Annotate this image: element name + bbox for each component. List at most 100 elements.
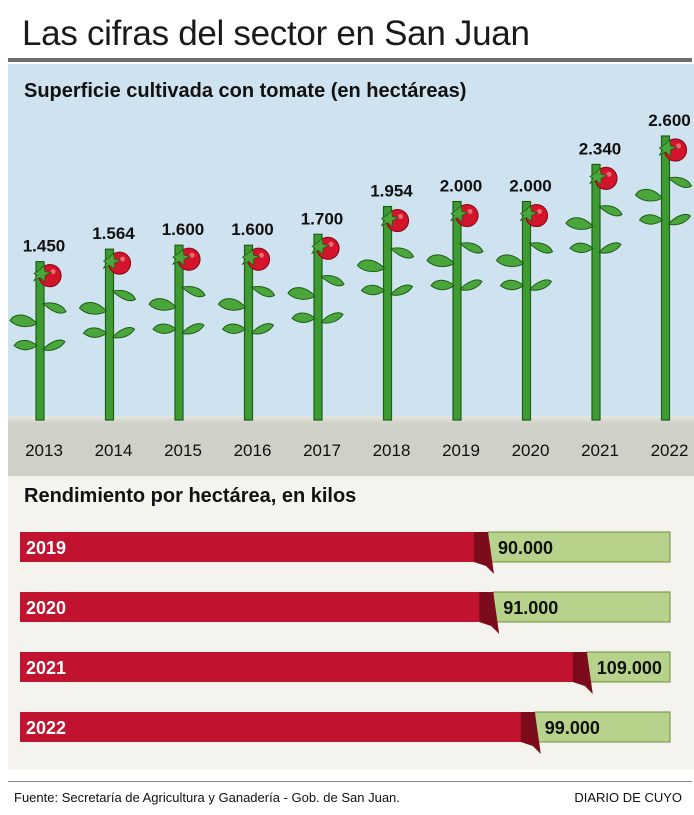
tomato-calyx — [102, 252, 122, 270]
plant-2015 — [148, 244, 206, 421]
plant-2016 — [217, 244, 276, 421]
tomato-calyx — [171, 248, 192, 267]
tomato-shine — [467, 209, 473, 215]
yield-year-2021: 2021 — [26, 658, 66, 678]
tomato-calyx — [519, 204, 539, 223]
plant-leaf — [430, 279, 455, 291]
cultivated-area-panel: 1.450 2013 1.564 2014 1.600 2015 1.600 2016 1.70… — [8, 64, 694, 476]
plant-leaf — [634, 188, 664, 202]
yield-year-2022: 2022 — [26, 718, 66, 738]
value-label-2017: 1.700 — [301, 209, 344, 228]
yield-bar-curl — [474, 532, 494, 574]
tomato-shine — [676, 143, 681, 149]
year-label-2014: 2014 — [95, 441, 133, 460]
plant-2013 — [9, 261, 67, 421]
plant-leaf — [13, 339, 38, 351]
year-label-2015: 2015 — [164, 441, 202, 460]
publisher-credit: DIARIO DE CUYO — [574, 790, 682, 805]
tomato-shine — [189, 252, 195, 258]
value-label-2015: 1.600 — [162, 220, 205, 239]
plant-leaf — [528, 279, 553, 291]
plant-leaf — [181, 323, 205, 335]
plant-stem — [35, 261, 45, 421]
plant-leaf — [250, 286, 276, 298]
plant-stem — [174, 244, 184, 421]
plant-leaf — [356, 259, 386, 273]
yield-bar-2021 — [20, 651, 671, 694]
tomato-shine — [537, 209, 542, 215]
year-label-2017: 2017 — [303, 441, 341, 460]
year-label-2022: 2022 — [651, 441, 689, 460]
plant-stem — [243, 244, 254, 421]
plant-leaf — [426, 254, 455, 268]
yield-value-2022: 99.000 — [545, 718, 600, 738]
yield-bar-2019 — [20, 531, 671, 574]
plant-leaf — [495, 254, 525, 268]
plant-stem — [382, 205, 393, 421]
value-label-2014: 1.564 — [92, 224, 135, 243]
yield-value-2020: 91.000 — [503, 598, 558, 618]
cultivated-area-title: Superficie cultivada con tomate (en hect… — [24, 80, 467, 102]
plant-leaf — [667, 176, 693, 189]
plant-stem — [452, 200, 462, 421]
value-label-2016: 1.600 — [231, 220, 274, 239]
tomato-calyx — [32, 264, 53, 283]
ground-highlight — [8, 416, 694, 424]
tomato-calyx — [241, 248, 261, 267]
plant-leaf — [287, 287, 316, 300]
tomato-shine — [120, 256, 125, 262]
plant-leaf — [78, 302, 108, 315]
plant-2017 — [287, 233, 345, 421]
plant-stem — [591, 163, 601, 421]
value-label-2020: 2.000 — [509, 177, 552, 196]
plant-2019 — [426, 200, 484, 421]
plant-leaf — [41, 302, 67, 314]
plant-leaf — [528, 242, 554, 254]
plant-stem — [521, 200, 532, 421]
plant-leaf — [82, 327, 108, 338]
yield-bar-remainder — [487, 531, 671, 563]
plant-2014 — [78, 248, 137, 421]
tomato-calyx — [380, 209, 400, 228]
plant-leaf — [360, 284, 386, 296]
plant-leaf — [111, 289, 137, 302]
plant-leaf — [598, 242, 622, 254]
plant-stem — [313, 233, 323, 421]
yield-bar-fill — [20, 712, 535, 742]
yield-bar-curl — [572, 652, 593, 694]
yield-bar-2020 — [20, 591, 671, 634]
cultivated-area-chart: 1.450 2013 1.564 2014 1.600 2015 1.600 2016 1.70… — [9, 111, 693, 460]
tomato-shine — [259, 252, 264, 258]
plant-leaf — [217, 298, 247, 311]
tomato-shine — [50, 269, 56, 275]
plant-2021 — [565, 163, 623, 421]
yield-bar-fill — [20, 532, 488, 562]
footer-divider — [8, 781, 692, 782]
tomato-shine — [606, 171, 612, 177]
plant-stem — [104, 248, 115, 421]
yield-year-2019: 2019 — [26, 538, 66, 558]
tomato-calyx — [310, 237, 331, 256]
value-label-2022: 2.600 — [648, 111, 691, 130]
plant-leaf — [569, 242, 594, 254]
plant-leaf — [499, 279, 525, 291]
plant-leaf — [389, 284, 414, 296]
plant-2018 — [356, 205, 415, 421]
year-label-2019: 2019 — [442, 441, 480, 460]
plant-leaf — [180, 286, 206, 298]
plant-leaf — [152, 323, 177, 334]
yield-bar-remainder — [534, 711, 671, 743]
plant-leaf — [389, 247, 415, 259]
value-label-2013: 1.450 — [23, 237, 66, 256]
plant-leaf — [597, 205, 623, 217]
plant-leaf — [319, 275, 345, 287]
plant-2022 — [634, 135, 693, 421]
tomato-calyx — [658, 139, 678, 157]
plant-leaf — [111, 327, 136, 339]
yield-year-2020: 2020 — [26, 598, 66, 618]
title-divider — [8, 58, 692, 62]
plant-leaf — [221, 323, 247, 334]
plant-leaf — [9, 314, 38, 328]
plant-leaf — [250, 323, 275, 335]
value-label-2021: 2.340 — [579, 139, 622, 158]
